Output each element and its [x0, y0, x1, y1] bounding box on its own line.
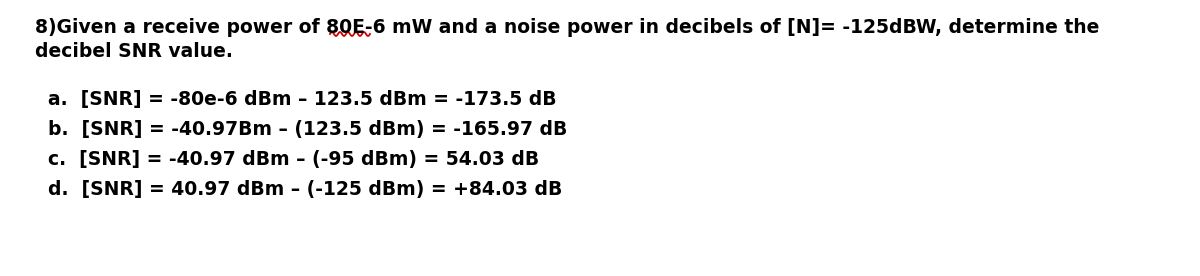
Text: d.  [SNR] = 40.97 dBm – (-125 dBm) = +84.03 dB: d. [SNR] = 40.97 dBm – (-125 dBm) = +84.… [48, 180, 563, 199]
Text: decibel SNR value.: decibel SNR value. [35, 42, 233, 61]
Text: a.  [SNR] = -80e-6 dBm – 123.5 dBm = -173.5 dB: a. [SNR] = -80e-6 dBm – 123.5 dBm = -173… [48, 90, 557, 109]
Text: c.  [SNR] = -40.97 dBm – (-95 dBm) = 54.03 dB: c. [SNR] = -40.97 dBm – (-95 dBm) = 54.0… [48, 150, 539, 169]
Text: 8)Given a receive power of 80E-6 mW and a noise power in decibels of [N]= -125dB: 8)Given a receive power of 80E-6 mW and … [35, 18, 1099, 37]
Text: b.  [SNR] = -40.97Bm – (123.5 dBm) = -165.97 dB: b. [SNR] = -40.97Bm – (123.5 dBm) = -165… [48, 120, 568, 139]
